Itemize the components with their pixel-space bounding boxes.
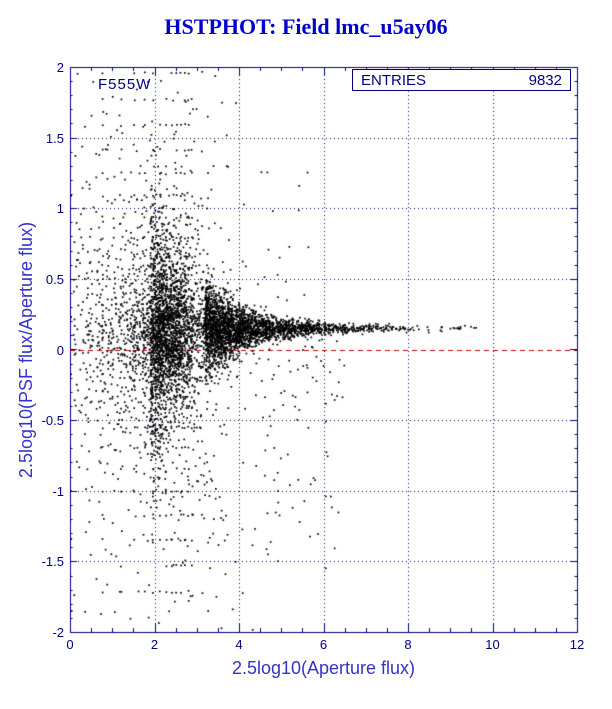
- y-tick-label: -0.5: [41, 413, 64, 429]
- y-tick-label: 2: [56, 60, 64, 75]
- stats-box-value: 9832: [528, 71, 562, 89]
- x-tick-label: 0: [66, 637, 74, 652]
- x-tick-label: 10: [485, 637, 500, 652]
- stats-box: ENTRIES 9832: [352, 69, 571, 91]
- y-tick-label: -2: [52, 625, 64, 640]
- y-tick-label: 1.5: [45, 130, 64, 146]
- y-tick-label: -1: [52, 483, 64, 499]
- y-tick-label: -1.5: [41, 554, 64, 570]
- y-tick-label: 0: [56, 342, 64, 358]
- x-axis-title: 2.5log10(Aperture flux): [231, 658, 416, 678]
- x-tick-label: 12: [569, 637, 585, 652]
- x-tick-label: 8: [404, 637, 412, 652]
- x-tick-label: 4: [235, 637, 243, 652]
- x-tick-label: 6: [319, 637, 328, 652]
- y-tick-label: 0.5: [45, 271, 64, 287]
- x-tick-label: 2: [150, 637, 159, 652]
- stats-box-label: ENTRIES: [361, 71, 427, 89]
- y-tick-label: 1: [56, 201, 64, 217]
- filter-label: F555W: [98, 76, 152, 93]
